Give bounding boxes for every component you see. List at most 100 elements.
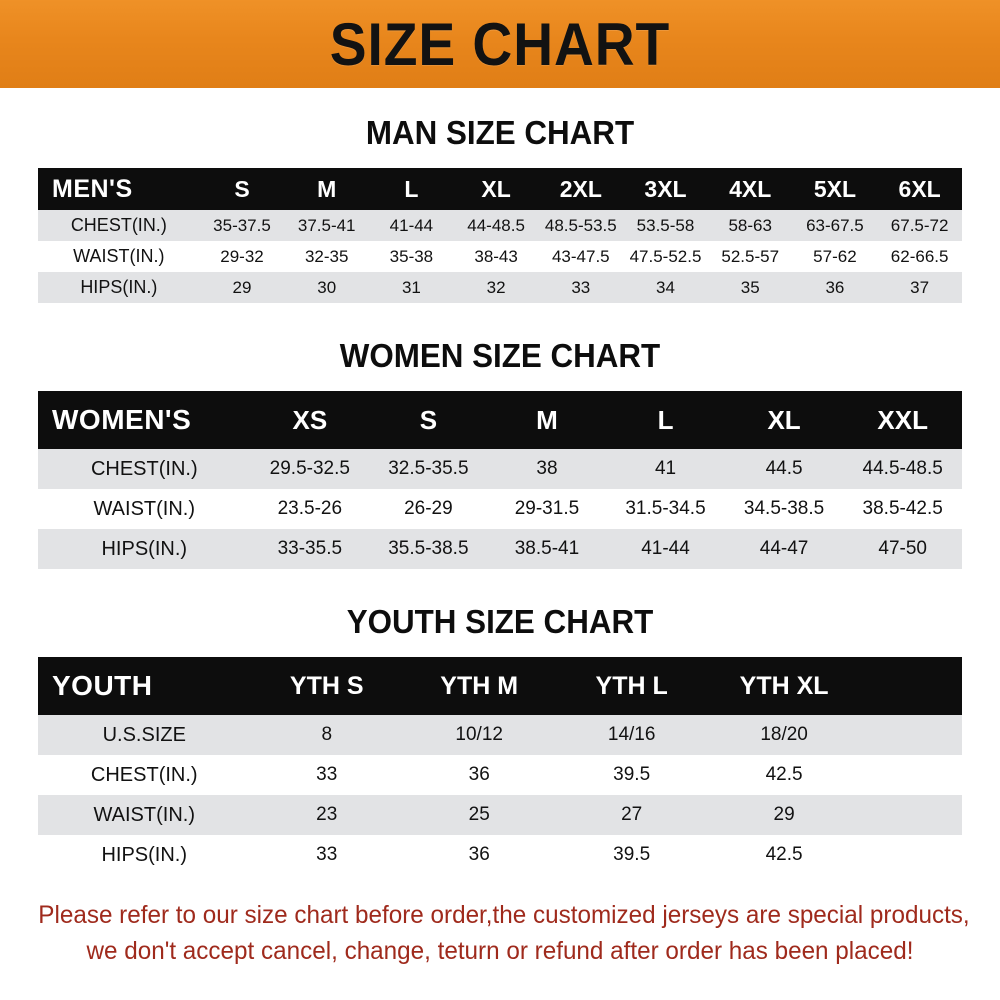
youth-cell: 42.5 bbox=[707, 755, 861, 795]
page-title: SIZE CHART bbox=[329, 10, 671, 78]
women-cell: 44.5 bbox=[724, 449, 844, 489]
women-table-wrap: WOMEN'S XS S M L XL XXL CHEST(IN.) 29.5-32.5 32.5… bbox=[0, 391, 1000, 569]
footer-line-1: Please refer to our size chart before or… bbox=[38, 901, 970, 929]
youth-size-header: YTH S bbox=[250, 657, 403, 715]
men-cell: 35-37.5 bbox=[199, 210, 285, 241]
men-cell: 53.5-58 bbox=[623, 210, 708, 241]
youth-corner-label: YOUTH bbox=[38, 657, 251, 715]
women-section-title: WOMEN SIZE CHART bbox=[339, 337, 661, 374]
footer-line-2: we don't accept cancel, change, teturn o… bbox=[86, 937, 914, 965]
men-cell: 34 bbox=[623, 272, 708, 303]
men-cell: 67.5-72 bbox=[877, 210, 962, 241]
men-cell: 29-32 bbox=[199, 241, 285, 272]
youth-size-header: YTH M bbox=[402, 657, 556, 715]
women-cell: 41-44 bbox=[606, 529, 725, 569]
men-size-header: 3XL bbox=[623, 168, 708, 210]
youth-cell: 36 bbox=[402, 835, 556, 875]
women-size-header: XXL bbox=[843, 391, 962, 449]
table-row: HIPS(IN.) 33-35.5 35.5-38.5 38.5-41 41-44 44-… bbox=[38, 529, 962, 569]
women-row-label: CHEST(IN.) bbox=[38, 449, 251, 489]
youth-cell: 10/12 bbox=[402, 715, 556, 755]
youth-row-label: CHEST(IN.) bbox=[38, 755, 251, 795]
youth-cell: 33 bbox=[250, 755, 403, 795]
table-row: CHEST(IN.) 33 36 39.5 42.5 bbox=[38, 755, 962, 795]
men-size-header: XL bbox=[453, 168, 539, 210]
youth-cell: 23 bbox=[250, 795, 403, 835]
women-cell: 38.5-41 bbox=[487, 529, 607, 569]
men-header-row: MEN'S S M L XL 2XL 3XL 4XL 5XL 6XL bbox=[38, 168, 962, 210]
men-size-table: MEN'S S M L XL 2XL 3XL 4XL 5XL 6XL CHEST(IN.) 35-37… bbox=[38, 168, 962, 303]
women-size-header: XS bbox=[250, 391, 370, 449]
women-row-label: HIPS(IN.) bbox=[38, 529, 251, 569]
women-table-body: WOMEN'S XS S M L XL XXL CHEST(IN.) 29.5-32.5 32.5… bbox=[38, 391, 962, 569]
men-cell: 35 bbox=[707, 272, 793, 303]
women-size-header: S bbox=[369, 391, 488, 449]
youth-cell: 14/16 bbox=[555, 715, 708, 755]
women-size-header: XL bbox=[724, 391, 844, 449]
men-corner-label: MEN'S bbox=[38, 168, 200, 210]
women-cell: 47-50 bbox=[843, 529, 962, 569]
men-row-label: HIPS(IN.) bbox=[38, 272, 200, 303]
youth-cell: 42.5 bbox=[707, 835, 861, 875]
youth-cell-spacer bbox=[860, 755, 962, 795]
youth-cell: 18/20 bbox=[707, 715, 861, 755]
table-row: WAIST(IN.) 23 25 27 29 bbox=[38, 795, 962, 835]
men-cell: 30 bbox=[284, 272, 370, 303]
women-cell: 41 bbox=[606, 449, 725, 489]
men-cell: 58-63 bbox=[707, 210, 793, 241]
youth-size-header: YTH L bbox=[555, 657, 708, 715]
youth-cell: 8 bbox=[250, 715, 403, 755]
youth-row-label: WAIST(IN.) bbox=[38, 795, 251, 835]
youth-cell: 25 bbox=[402, 795, 556, 835]
women-cell: 32.5-35.5 bbox=[369, 449, 488, 489]
table-row: HIPS(IN.) 33 36 39.5 42.5 bbox=[38, 835, 962, 875]
youth-size-table: YOUTH YTH S YTH M YTH L YTH XL U.S.SIZE 8 10/12… bbox=[38, 657, 962, 875]
men-cell: 63-67.5 bbox=[792, 210, 878, 241]
women-cell: 33-35.5 bbox=[250, 529, 370, 569]
table-row: U.S.SIZE 8 10/12 14/16 18/20 bbox=[38, 715, 962, 755]
men-cell: 29 bbox=[199, 272, 285, 303]
footer-disclaimer: Please refer to our size chart before or… bbox=[15, 897, 985, 969]
women-corner-label: WOMEN'S bbox=[38, 391, 251, 449]
youth-cell-spacer bbox=[860, 835, 962, 875]
youth-cell: 36 bbox=[402, 755, 556, 795]
women-size-header: M bbox=[487, 391, 607, 449]
youth-table-body: YOUTH YTH S YTH M YTH L YTH XL U.S.SIZE 8 10/12… bbox=[38, 657, 962, 875]
women-cell: 44-47 bbox=[724, 529, 844, 569]
men-row-label: WAIST(IN.) bbox=[38, 241, 200, 272]
women-size-header: L bbox=[606, 391, 725, 449]
men-size-header: 5XL bbox=[792, 168, 878, 210]
men-size-header: 6XL bbox=[877, 168, 962, 210]
men-cell: 31 bbox=[369, 272, 454, 303]
men-cell: 43-47.5 bbox=[538, 241, 624, 272]
youth-cell-spacer bbox=[860, 715, 962, 755]
men-cell: 48.5-53.5 bbox=[538, 210, 624, 241]
men-cell: 32 bbox=[453, 272, 539, 303]
men-table-body: MEN'S S M L XL 2XL 3XL 4XL 5XL 6XL CHEST(IN.) 35-37… bbox=[38, 168, 962, 303]
youth-cell-spacer bbox=[860, 795, 962, 835]
men-cell: 36 bbox=[792, 272, 878, 303]
youth-row-label: U.S.SIZE bbox=[38, 715, 251, 755]
women-cell: 35.5-38.5 bbox=[369, 529, 488, 569]
men-cell: 35-38 bbox=[369, 241, 454, 272]
women-cell: 26-29 bbox=[369, 489, 488, 529]
women-cell: 23.5-26 bbox=[250, 489, 370, 529]
youth-cell: 39.5 bbox=[555, 835, 708, 875]
youth-section-title: YOUTH SIZE CHART bbox=[346, 603, 654, 640]
youth-cell: 27 bbox=[555, 795, 708, 835]
youth-table-wrap: YOUTH YTH S YTH M YTH L YTH XL U.S.SIZE 8 10/12… bbox=[0, 657, 1000, 875]
men-cell: 57-62 bbox=[792, 241, 878, 272]
women-header-row: WOMEN'S XS S M L XL XXL bbox=[38, 391, 962, 449]
youth-cell: 39.5 bbox=[555, 755, 708, 795]
youth-size-header: YTH XL bbox=[707, 657, 861, 715]
men-cell: 41-44 bbox=[369, 210, 454, 241]
women-cell: 38 bbox=[487, 449, 607, 489]
youth-header-row: YOUTH YTH S YTH M YTH L YTH XL bbox=[38, 657, 962, 715]
women-cell: 29.5-32.5 bbox=[250, 449, 370, 489]
men-cell: 33 bbox=[538, 272, 624, 303]
women-row-label: WAIST(IN.) bbox=[38, 489, 251, 529]
women-size-table: WOMEN'S XS S M L XL XXL CHEST(IN.) 29.5-32.5 32.5… bbox=[38, 391, 962, 569]
men-size-header: M bbox=[284, 168, 370, 210]
men-section-title: MAN SIZE CHART bbox=[365, 114, 635, 151]
